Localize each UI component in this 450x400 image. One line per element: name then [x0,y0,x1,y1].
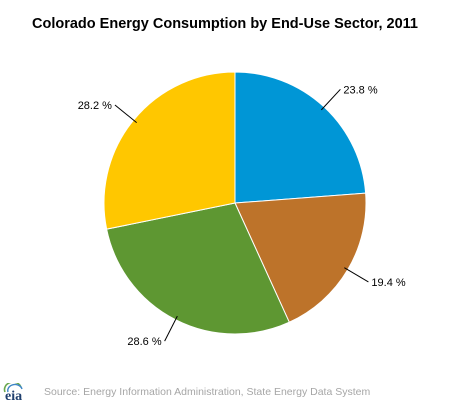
leader-line-2 [344,267,369,283]
slice-label-3: 28.6 % [127,336,161,348]
slice-label-2: 19.4 % [371,277,405,289]
leader-line-1 [320,89,341,111]
slice-label-1: 23.8 % [343,84,377,96]
eia-logo-text: eia [5,389,22,400]
leader-line-3 [164,315,178,342]
source-footer: eia Source: Energy Information Administr… [0,383,450,400]
slice-labels: 23.8 % 19.4 % 28.6 % 28.2 % [78,84,406,348]
slice-label-4: 28.2 % [78,100,112,112]
pie-slice-4 [103,71,236,230]
source-text: Source: Energy Information Administratio… [44,386,371,398]
leader-lines [114,89,369,342]
chart-title: Colorado Energy Consumption by End-Use S… [32,16,418,32]
pie-chart: 23.8 % 19.4 % 28.6 % 28.2 % [78,71,406,348]
leader-line-4 [114,104,137,124]
eia-logo: eia [3,383,23,400]
pie-slices [103,71,367,335]
